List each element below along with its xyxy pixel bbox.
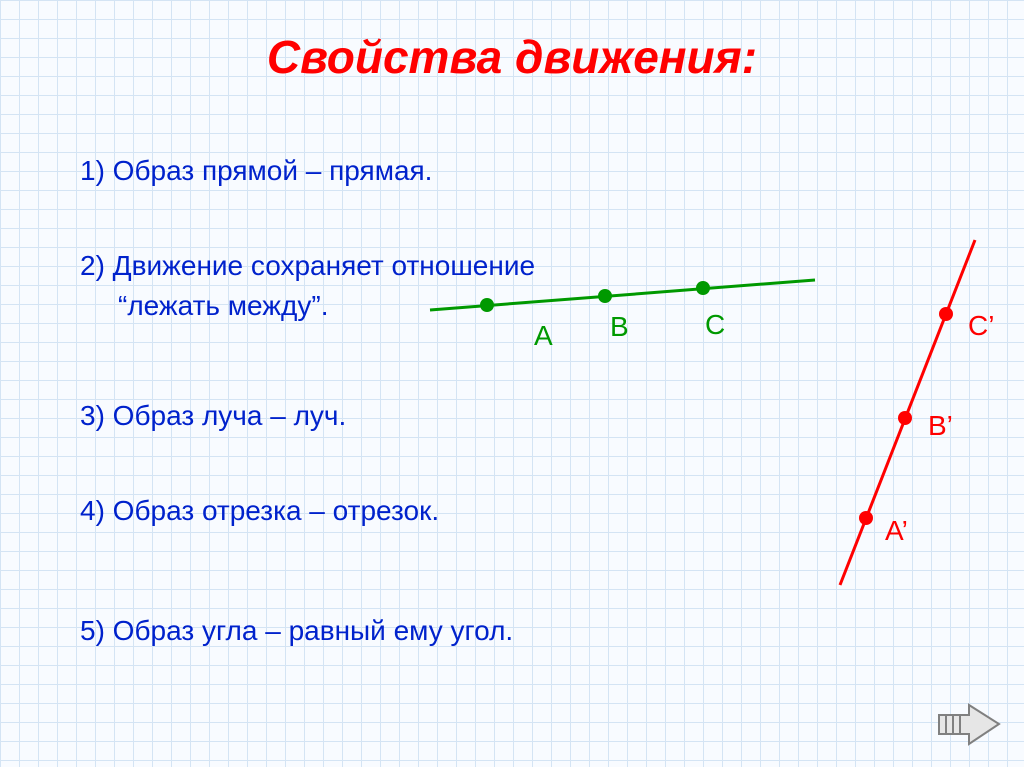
- arrow-right-icon: [939, 705, 999, 744]
- point-b-prime: [898, 411, 912, 425]
- geometry-diagram: A B C A’ B’ C’: [0, 0, 1024, 767]
- point-a-prime: [859, 511, 873, 525]
- property-3: 3) Образ луча – луч.: [80, 400, 346, 432]
- point-c-prime: [939, 307, 953, 321]
- point-a: [480, 298, 494, 312]
- point-c: [696, 281, 710, 295]
- label-c: C: [705, 309, 725, 340]
- next-arrow-button[interactable]: [934, 702, 1004, 747]
- page-title: Свойства движения:: [0, 30, 1024, 84]
- label-b: B: [610, 311, 629, 342]
- point-b: [598, 289, 612, 303]
- label-a-prime: A’: [885, 515, 908, 546]
- property-2-line1: 2) Движение сохраняет отношение: [80, 250, 535, 282]
- property-4: 4) Образ отрезка – отрезок.: [80, 495, 439, 527]
- property-2-line2: “лежать между”.: [118, 290, 328, 322]
- property-5: 5) Образ угла – равный ему угол.: [80, 615, 513, 647]
- label-c-prime: C’: [968, 310, 994, 341]
- property-1: 1) Образ прямой – прямая.: [80, 155, 432, 187]
- label-b-prime: B’: [928, 410, 953, 441]
- label-a: A: [534, 320, 553, 351]
